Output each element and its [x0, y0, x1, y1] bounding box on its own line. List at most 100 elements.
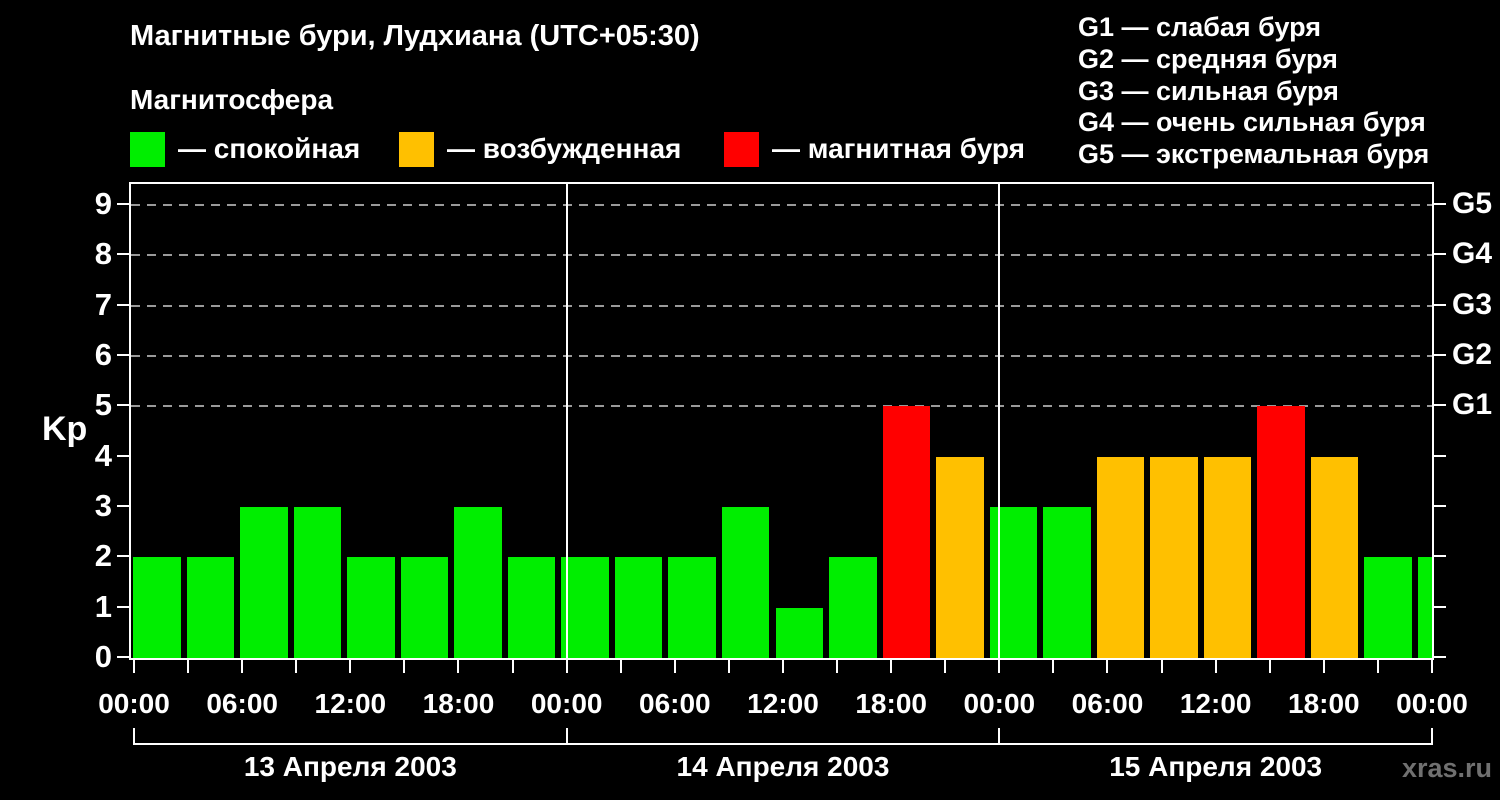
x-axis-tick: [1160, 660, 1163, 673]
legend-item-excited: — возбужденная: [399, 131, 681, 167]
x-axis-tick: [673, 660, 676, 673]
y-axis-tick-left: [117, 354, 129, 357]
x-axis-tick: [187, 660, 190, 673]
date-bracket-line: [133, 743, 1433, 745]
y-axis-title: Kp: [42, 410, 88, 448]
y-axis-tick-left: [117, 203, 129, 206]
x-axis-label: 00:00: [963, 688, 1036, 719]
kp-bar: [721, 507, 770, 658]
gridline-kp-6: [131, 355, 1432, 358]
legend-label-storm: — магнитная буря: [772, 133, 1025, 164]
kp-bar: [882, 406, 931, 658]
x-axis-label: 18:00: [422, 688, 495, 719]
kp-plot-area: [129, 182, 1434, 660]
x-axis-tick: [1322, 660, 1325, 673]
y-axis-tick-right: [1434, 253, 1446, 256]
x-axis-tick: [727, 660, 730, 673]
y-axis-label: 3: [94, 488, 112, 523]
y-axis-tick-left: [117, 454, 129, 457]
chart-title: Магнитные бури, Лудхиана (UTC+05:30): [130, 20, 700, 52]
y-axis-label: 1: [94, 588, 112, 624]
watermark-xras-ru: xras.ru: [1401, 753, 1492, 783]
x-axis-label: 06:00: [1071, 688, 1144, 719]
g-scale-line-5: G5 — экстремальная буря: [1078, 139, 1430, 170]
gridline-kp-9: [131, 204, 1432, 207]
x-axis-tick: [241, 660, 244, 673]
right-axis-label-g4: G4: [1452, 237, 1493, 271]
x-axis-tick: [944, 660, 947, 673]
y-axis-label: 6: [94, 337, 112, 373]
y-axis-tick-left: [117, 656, 129, 658]
right-axis-label-g3: G3: [1452, 287, 1493, 321]
legend-label-excited: — возбужденная: [447, 133, 682, 164]
x-axis-tick: [457, 660, 460, 673]
kp-bar: [989, 507, 1038, 658]
x-axis-tick: [133, 660, 135, 673]
x-axis-tick: [1106, 660, 1109, 673]
x-axis-tick: [781, 660, 784, 673]
legend-swatch-storm: [724, 131, 759, 167]
x-axis-tick: [1430, 660, 1433, 673]
x-axis-label: 12:00: [747, 688, 819, 719]
gridline-kp-7: [131, 304, 1432, 307]
y-axis-tick-right: [1434, 203, 1446, 206]
gridline-kp-8: [131, 254, 1432, 257]
y-axis-tick-right: [1434, 605, 1446, 608]
kp-bar: [1257, 406, 1305, 658]
kp-bar: [936, 456, 984, 658]
day-boundary-line: [565, 184, 568, 658]
y-axis-tick-right: [1434, 505, 1446, 507]
kp-bar: [1043, 507, 1091, 658]
right-axis-label-g2: G2: [1452, 338, 1493, 372]
x-axis-label: 12:00: [1179, 688, 1252, 719]
g-scale-legend: G1 — слабая буря G2 — средняя буря G3 — си…: [1078, 12, 1429, 171]
kp-bar: [240, 507, 288, 658]
y-axis-tick-left: [117, 253, 129, 256]
legend-label-quiet: — спокойная: [178, 133, 361, 164]
g-scale-line-3: G3 — сильная буря: [1078, 75, 1339, 106]
x-axis-tick: [295, 660, 298, 673]
y-axis-tick-right: [1434, 555, 1446, 558]
x-axis-label: 06:00: [639, 688, 711, 719]
x-axis-tick: [403, 660, 406, 673]
kp-bar: [668, 557, 716, 658]
legend-swatch-quiet: [130, 131, 165, 167]
date-bracket-tick: [133, 728, 135, 744]
y-axis-tick-right: [1434, 303, 1446, 306]
date-label: 15 Апреля 2003: [1109, 751, 1323, 782]
y-axis-label: 7: [94, 286, 112, 322]
kp-bar: [1096, 456, 1145, 658]
g-scale-line-1: G1 — слабая буря: [1078, 12, 1322, 42]
kp-bar: [614, 557, 663, 658]
gridline-kp-5: [131, 405, 1432, 408]
x-axis-tick: [998, 660, 1001, 673]
x-axis-label: 06:00: [206, 688, 278, 719]
day-boundary-line: [998, 184, 1001, 658]
x-axis-tick: [565, 660, 568, 673]
x-axis-tick: [1268, 660, 1271, 673]
y-axis-label: 2: [94, 538, 112, 574]
kp-bar: [1364, 557, 1412, 658]
x-axis-label: 00:00: [530, 688, 603, 719]
y-axis-label: 5: [94, 387, 112, 423]
y-axis-tick-left: [117, 404, 129, 407]
y-axis-tick-right: [1434, 404, 1446, 407]
y-axis-tick-left: [117, 505, 129, 507]
date-bracket-tick: [1430, 728, 1433, 744]
g-scale-line-2: G2 — средняя буря: [1078, 43, 1338, 74]
kp-bar: [293, 507, 342, 658]
y-axis-label: 9: [94, 186, 112, 222]
kp-bar: [400, 557, 449, 658]
legend-swatch-excited: [399, 131, 434, 167]
kp-bar: [561, 557, 609, 658]
legend-item-storm: — магнитная буря: [724, 131, 1025, 167]
chart-subtitle: Магнитосфера: [130, 84, 334, 115]
x-axis-tick: [511, 660, 514, 673]
kp-bar: [1310, 456, 1359, 658]
kp-bar: [507, 557, 556, 658]
date-bracket-tick: [998, 728, 1001, 744]
kp-bar: [775, 607, 823, 658]
x-axis-tick: [349, 660, 352, 673]
y-axis-tick-left: [117, 303, 129, 306]
